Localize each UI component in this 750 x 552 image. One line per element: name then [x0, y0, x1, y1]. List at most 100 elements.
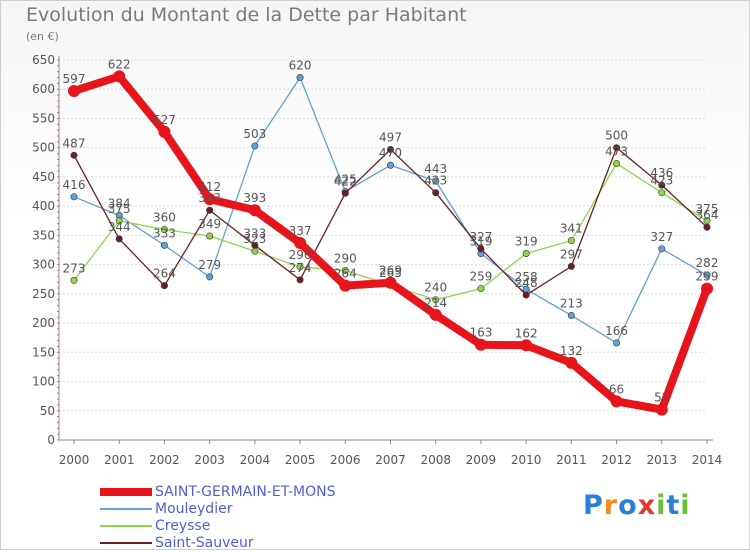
- data-label-saint-sauveur: 264: [153, 267, 176, 281]
- data-label-saint-germain-et-mons: 259: [696, 270, 719, 284]
- data-label-saint-sauveur: 487: [63, 136, 86, 150]
- data-label-mouleydier: 416: [63, 178, 86, 192]
- data-label-mouleydier: 425: [334, 173, 357, 187]
- brand-letter: i: [680, 490, 691, 521]
- legend-label: Creysse: [155, 518, 211, 534]
- data-label-creysse: 296: [289, 248, 312, 262]
- data-point-creysse: [296, 263, 304, 271]
- data-label-mouleydier: 213: [560, 296, 583, 310]
- data-point-mouleydier: [613, 339, 621, 347]
- y-tick-label: 450: [32, 170, 55, 184]
- chart-unit: (en €): [26, 30, 59, 43]
- data-point-mouleydier: [160, 241, 168, 249]
- data-point-saint-germain-et-mons: [203, 193, 216, 206]
- data-point-mouleydier: [432, 177, 440, 185]
- data-label-creysse: 375: [696, 202, 719, 216]
- data-label-creysse: 341: [560, 222, 583, 236]
- y-tick-label: 100: [32, 375, 55, 389]
- data-label-saint-germain-et-mons: 269: [379, 264, 402, 278]
- data-point-creysse: [522, 250, 530, 258]
- y-tick-label: 650: [32, 53, 55, 67]
- data-label-saint-sauveur: 364: [696, 208, 719, 222]
- data-point-saint-sauveur: [432, 189, 440, 197]
- data-label-creysse: 259: [469, 270, 492, 284]
- data-label-saint-germain-et-mons: 132: [560, 344, 583, 358]
- data-point-saint-sauveur: [477, 245, 485, 253]
- data-label-creysse: 349: [198, 217, 221, 231]
- data-label-creysse: 423: [650, 174, 673, 188]
- data-point-saint-germain-et-mons: [384, 276, 397, 289]
- x-tick-label: 2011: [556, 453, 587, 467]
- y-tick-label: 0: [47, 433, 55, 447]
- data-label-saint-germain-et-mons: 214: [424, 296, 447, 310]
- data-label-creysse: 360: [153, 211, 176, 225]
- data-label-saint-germain-et-mons: 163: [469, 326, 492, 340]
- data-point-saint-germain-et-mons: [158, 125, 171, 138]
- data-label-saint-sauveur: 333: [243, 226, 266, 240]
- data-label-saint-sauveur: 274: [289, 261, 312, 275]
- data-label-mouleydier: 470: [379, 146, 402, 160]
- data-point-saint-germain-et-mons: [248, 204, 261, 217]
- data-label-mouleydier: 279: [198, 258, 221, 272]
- data-label-saint-sauveur: 497: [379, 130, 402, 144]
- data-point-creysse: [658, 189, 666, 197]
- data-label-saint-sauveur: 500: [605, 129, 628, 143]
- brand-letter: t: [666, 490, 681, 521]
- data-label-saint-germain-et-mons: 337: [289, 224, 312, 238]
- data-label-creysse: 375: [108, 202, 131, 216]
- data-label-creysse: 319: [515, 235, 538, 249]
- data-point-saint-germain-et-mons: [610, 395, 623, 408]
- y-tick-label: 300: [32, 258, 55, 272]
- data-label-saint-germain-et-mons: 597: [63, 72, 86, 86]
- data-label-saint-sauveur: 327: [469, 230, 492, 244]
- data-point-creysse: [160, 226, 168, 234]
- chart-title: Evolution du Montant de la Dette par Hab…: [26, 4, 467, 26]
- data-label-mouleydier: 443: [424, 162, 447, 176]
- data-point-creysse: [613, 159, 621, 167]
- data-label-mouleydier: 503: [243, 127, 266, 141]
- x-tick-label: 2013: [647, 453, 678, 467]
- data-point-saint-germain-et-mons: [429, 308, 442, 321]
- y-tick-label: 600: [32, 82, 55, 96]
- x-tick-label: 2012: [601, 453, 632, 467]
- legend-swatch: [100, 542, 152, 544]
- data-point-saint-germain-et-mons: [520, 339, 533, 352]
- data-point-saint-germain-et-mons: [339, 279, 352, 292]
- data-point-creysse: [115, 217, 123, 225]
- legend-label: Mouleydier: [155, 501, 233, 517]
- data-point-creysse: [206, 232, 214, 240]
- legend-swatch: [100, 508, 152, 510]
- data-point-creysse: [341, 266, 349, 274]
- data-point-mouleydier: [386, 161, 394, 169]
- data-label-creysse: 265: [379, 266, 402, 280]
- data-label-creysse: 240: [424, 281, 447, 295]
- data-label-mouleydier: 258: [515, 270, 538, 284]
- data-label-saint-sauveur: 422: [334, 174, 357, 188]
- data-label-mouleydier: 327: [650, 230, 673, 244]
- data-label-saint-germain-et-mons: 527: [153, 113, 176, 127]
- x-tick-label: 2006: [330, 453, 361, 467]
- data-point-saint-sauveur: [160, 282, 168, 290]
- data-label-saint-germain-et-mons: 412: [198, 180, 221, 194]
- legend-label: SAINT-GERMAIN-ET-MONS: [155, 484, 336, 500]
- data-label-mouleydier: 620: [289, 59, 312, 73]
- data-point-saint-germain-et-mons: [565, 356, 578, 369]
- data-point-saint-sauveur: [296, 276, 304, 284]
- data-label-saint-germain-et-mons: 66: [609, 382, 624, 396]
- y-tick-label: 400: [32, 199, 55, 213]
- data-point-saint-germain-et-mons: [701, 282, 713, 295]
- brand-letter: i: [656, 490, 667, 521]
- data-label-mouleydier: 384: [108, 197, 131, 211]
- data-label-mouleydier: 282: [696, 256, 719, 270]
- data-point-saint-sauveur: [251, 241, 259, 249]
- data-point-saint-sauveur: [70, 151, 78, 159]
- data-point-saint-sauveur: [341, 189, 349, 197]
- data-point-saint-sauveur: [115, 235, 123, 243]
- x-tick-label: 2007: [375, 453, 406, 467]
- data-label-saint-sauveur: 423: [424, 174, 447, 188]
- y-tick-label: 500: [32, 141, 55, 155]
- x-tick-label: 2014: [692, 453, 723, 467]
- y-tick-label: 200: [32, 316, 55, 330]
- data-point-mouleydier: [296, 74, 304, 82]
